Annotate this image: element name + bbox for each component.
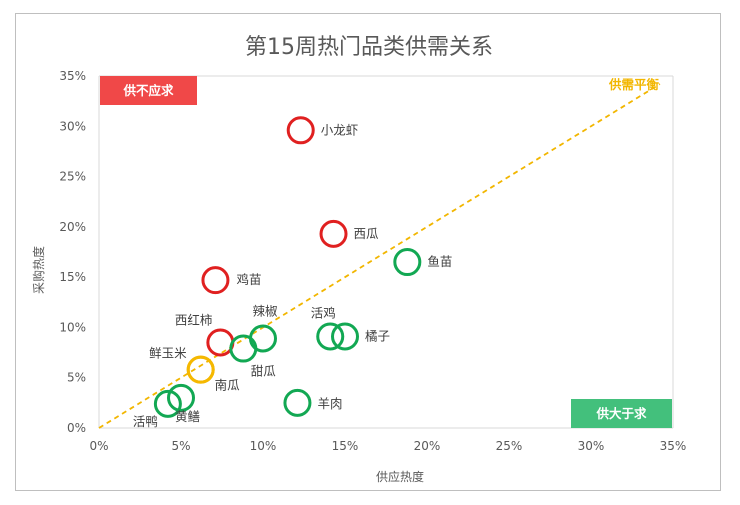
chart-title: 第15周热门品类供需关系 — [245, 35, 493, 60]
y-tick-label: 0% — [67, 421, 86, 435]
scatter-chart: 第15周热门品类供需关系 0% 5% 10% 15% 20% 25% 30% 35% 0% 5% 1… — [31, 35, 686, 484]
x-tick-label: 10% — [250, 439, 277, 453]
chart-frame: 第15周热门品类供需关系 0% 5% 10% 15% 20% 25% 30% 35% 0% 5% 1… — [15, 13, 721, 491]
data-point — [167, 383, 195, 412]
data-point-label: 鸡苗 — [236, 272, 261, 287]
y-tick-label: 30% — [59, 119, 86, 133]
data-point-label: 西瓜 — [354, 226, 380, 241]
data-point — [319, 219, 348, 248]
data-point — [229, 334, 258, 363]
data-point — [186, 355, 215, 384]
x-tick-label: 35% — [660, 439, 687, 453]
y-tick-label: 5% — [67, 371, 86, 385]
x-tick-label: 15% — [332, 439, 359, 453]
data-point-label: 辣椒 — [252, 303, 278, 318]
shortage-quadrant-box — [100, 76, 197, 105]
data-point — [153, 389, 182, 418]
data-point — [393, 248, 422, 277]
data-point-label: 小龙虾 — [321, 122, 359, 137]
x-tick-label: 0% — [89, 439, 108, 453]
x-tick-label: 20% — [414, 439, 441, 453]
shortage-quadrant-label: 供不应求 — [122, 83, 174, 98]
data-point-label: 鲜玉米 — [149, 346, 187, 361]
balance-label: 供需平衡 — [608, 77, 660, 92]
data-point-label: 黄鳝 — [175, 409, 200, 424]
data-point — [331, 322, 359, 351]
data-point — [286, 116, 315, 145]
data-point-label: 活鸡 — [311, 305, 336, 320]
data-point-label: 南瓜 — [215, 378, 241, 393]
x-tick-label: 5% — [171, 439, 190, 453]
x-axis-title: 供应热度 — [376, 469, 424, 484]
surplus-quadrant-label: 供大于求 — [595, 406, 647, 421]
y-tick-label: 25% — [59, 170, 86, 184]
y-tick-label: 35% — [59, 69, 86, 83]
y-tick-label: 10% — [59, 320, 86, 334]
data-point-label: 鱼苗 — [427, 254, 452, 269]
y-tick-label: 20% — [59, 220, 86, 234]
data-point — [201, 266, 230, 295]
data-point — [283, 388, 312, 417]
x-tick-label: 30% — [578, 439, 605, 453]
plot-area: 0% 5% 10% 15% 20% 25% 30% 35% 0% 5% 10% 15% 20% 25% 30… — [59, 69, 686, 453]
y-tick-label: 15% — [59, 270, 86, 284]
data-point — [206, 328, 235, 357]
y-axis-title: 采购热度 — [31, 246, 46, 294]
x-tick-label: 25% — [496, 439, 523, 453]
data-point-label: 橘子 — [365, 328, 390, 343]
data-point-label: 羊肉 — [317, 396, 342, 411]
data-point-label: 活鸭 — [133, 414, 158, 429]
data-point — [316, 322, 345, 351]
data-point-label: 西红柿 — [175, 313, 213, 328]
surplus-quadrant-box — [571, 399, 672, 428]
balance-diagonal-line — [98, 83, 661, 429]
data-point-label: 甜瓜 — [251, 364, 277, 379]
